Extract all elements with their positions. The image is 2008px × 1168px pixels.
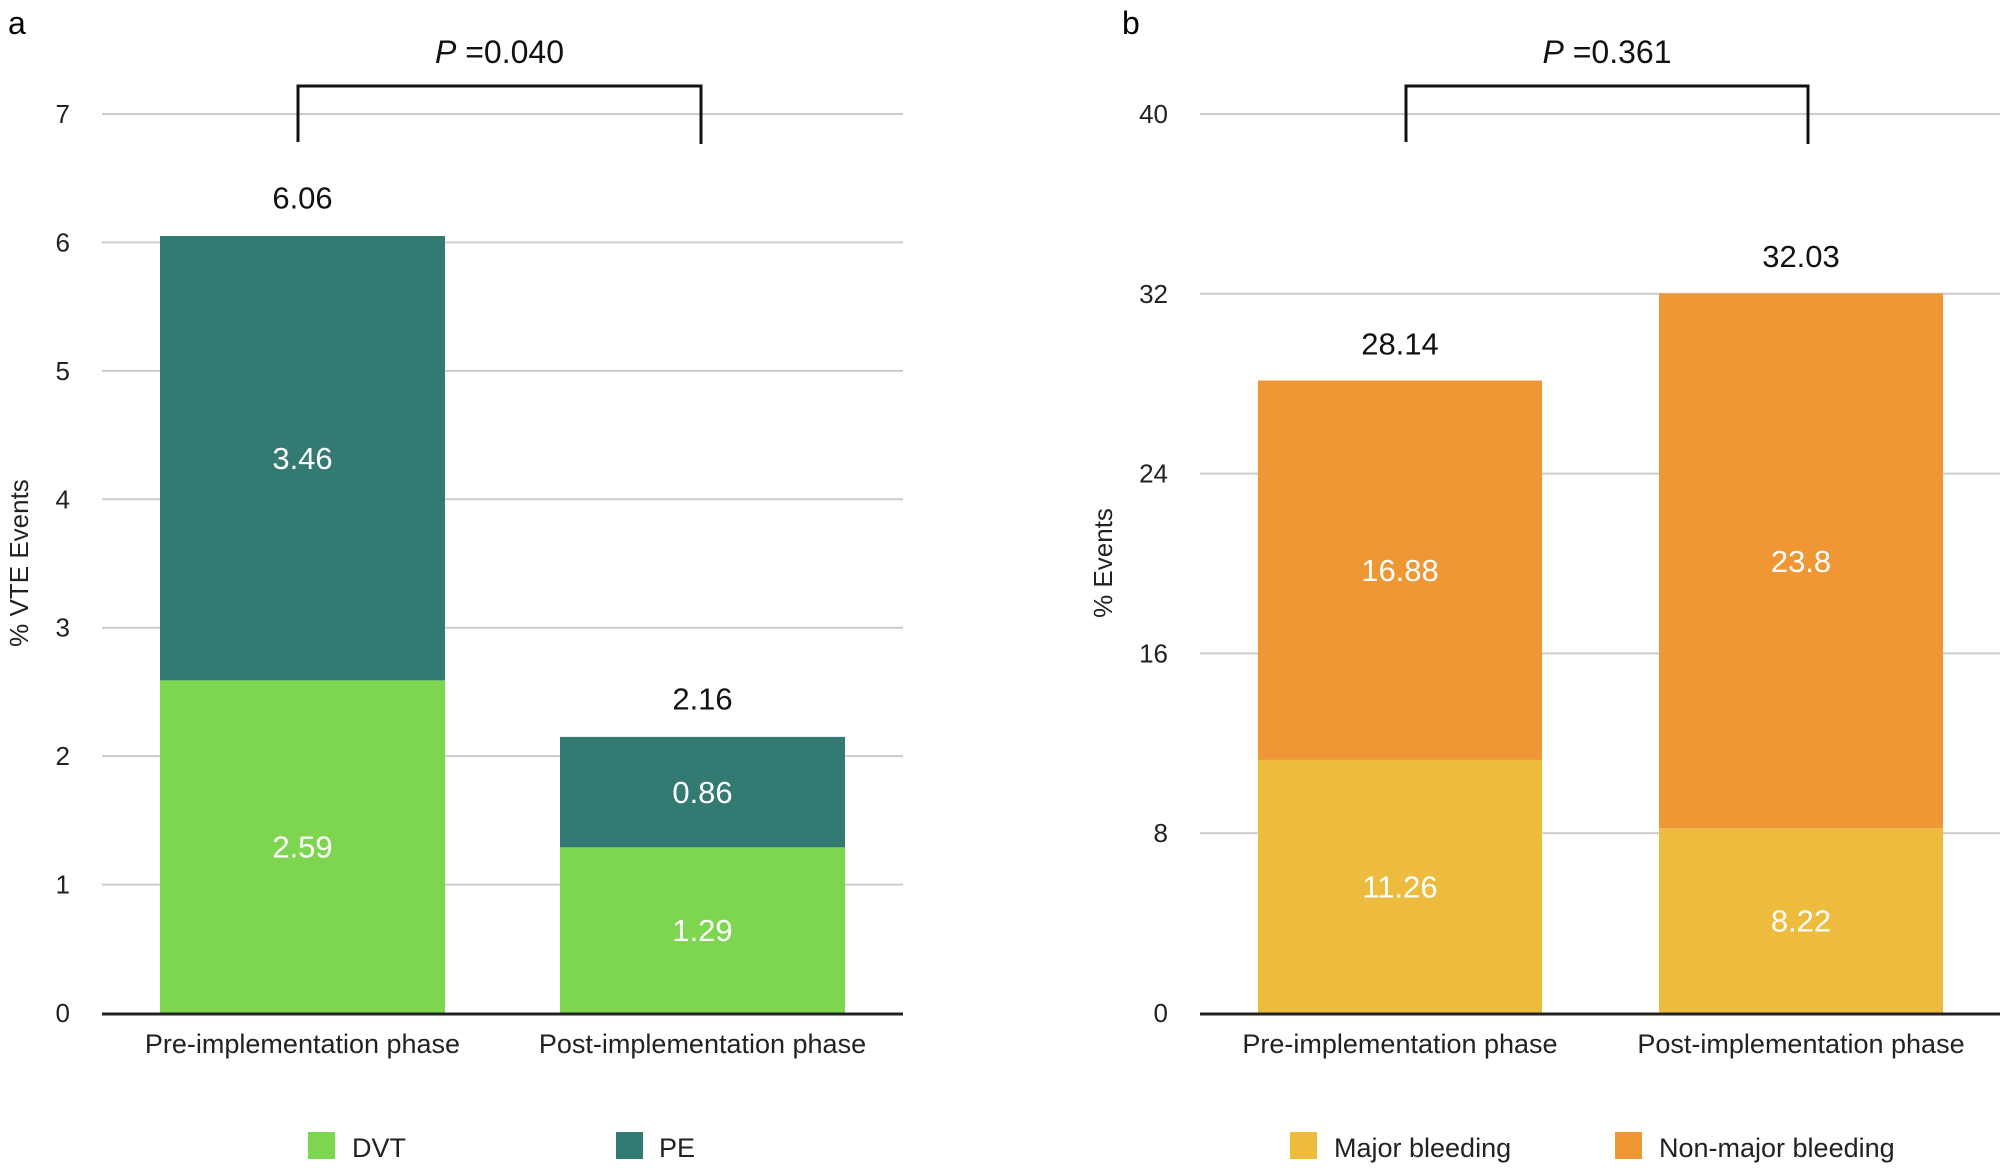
y-tick-label: 6 xyxy=(56,227,70,257)
x-tick-label: Pre-implementation phase xyxy=(145,1029,460,1059)
x-tick-label: Post-implementation phase xyxy=(539,1029,866,1059)
bar-segment-dvt xyxy=(560,847,845,1013)
bar-total-label: 28.14 xyxy=(1361,327,1439,362)
bar-segment-non-major-bleeding xyxy=(1258,380,1542,760)
y-tick-label: 40 xyxy=(1139,99,1168,129)
bar-segment-pe xyxy=(160,236,445,681)
x-tick-label: Post-implementation phase xyxy=(1637,1029,1964,1059)
legend-label: Major bleeding xyxy=(1334,1133,1511,1163)
bar-total-label: 6.06 xyxy=(272,181,332,216)
significance-bracket xyxy=(1404,84,1810,144)
legend-swatch xyxy=(616,1132,643,1159)
bar-value-label: 3.46 xyxy=(272,441,332,476)
p-value-annotation: P =0.361 xyxy=(1543,34,1672,70)
p-symbol: P xyxy=(435,34,457,70)
y-axis-label: % Events xyxy=(1088,508,1118,618)
y-tick-label: 4 xyxy=(56,484,70,514)
legend-swatch xyxy=(308,1132,335,1159)
y-tick-label: 5 xyxy=(56,356,70,386)
p-value-annotation: P =0.040 xyxy=(435,34,564,70)
bar-value-label: 0.86 xyxy=(672,775,732,810)
y-tick-label: 2 xyxy=(56,741,70,771)
significance-bracket xyxy=(296,84,703,144)
y-tick-label: 16 xyxy=(1139,638,1168,668)
y-tick-label: 0 xyxy=(56,998,70,1028)
legend-label: PE xyxy=(659,1133,695,1163)
y-tick-label: 3 xyxy=(56,613,70,643)
bar-value-label: 1.29 xyxy=(672,913,732,948)
p-value: =0.040 xyxy=(456,34,564,70)
bar-value-label: 8.22 xyxy=(1771,904,1831,939)
bar-value-label: 23.8 xyxy=(1771,544,1831,579)
p-value: =0.361 xyxy=(1564,34,1672,70)
y-tick-label: 8 xyxy=(1154,818,1168,848)
y-tick-label: 7 xyxy=(56,99,70,129)
legend-swatch xyxy=(1290,1132,1317,1159)
legend-swatch xyxy=(1615,1132,1642,1159)
bar-total-label: 2.16 xyxy=(672,682,732,717)
bar-segment-major-bleeding xyxy=(1659,828,1943,1013)
y-tick-label: 0 xyxy=(1154,998,1168,1028)
bar-total-label: 32.03 xyxy=(1762,239,1840,274)
bar-value-label: 2.59 xyxy=(272,830,332,865)
bar-value-label: 11.26 xyxy=(1362,869,1437,904)
bar-segment-major-bleeding xyxy=(1258,759,1542,1013)
legend-label: DVT xyxy=(352,1133,406,1163)
bar-value-label: 16.88 xyxy=(1361,553,1439,588)
panel-b: b 0 8 16 24 32 40 % Events 11.26 16.88 28.14 Pre-im… xyxy=(1088,5,2000,1163)
y-axis-label: % VTE Events xyxy=(4,479,34,647)
panel-letter: a xyxy=(8,5,26,41)
x-tick-label: Pre-implementation phase xyxy=(1242,1029,1557,1059)
legend-label: Non-major bleeding xyxy=(1659,1133,1895,1163)
panel-letter: b xyxy=(1122,5,1140,41)
y-tick-label: 1 xyxy=(56,870,70,900)
bar-segment-dvt xyxy=(160,680,445,1013)
y-tick-label: 32 xyxy=(1139,279,1168,309)
p-symbol: P xyxy=(1543,34,1565,70)
bar-segment-non-major-bleeding xyxy=(1659,293,1943,829)
bar-segment-pe xyxy=(560,736,845,848)
panel-a: a 0 1 2 3 4 5 6 7 % VTE Events 2.59 3.46 6.06 Pre-imp… xyxy=(4,5,903,1163)
y-tick-label: 24 xyxy=(1139,459,1168,489)
